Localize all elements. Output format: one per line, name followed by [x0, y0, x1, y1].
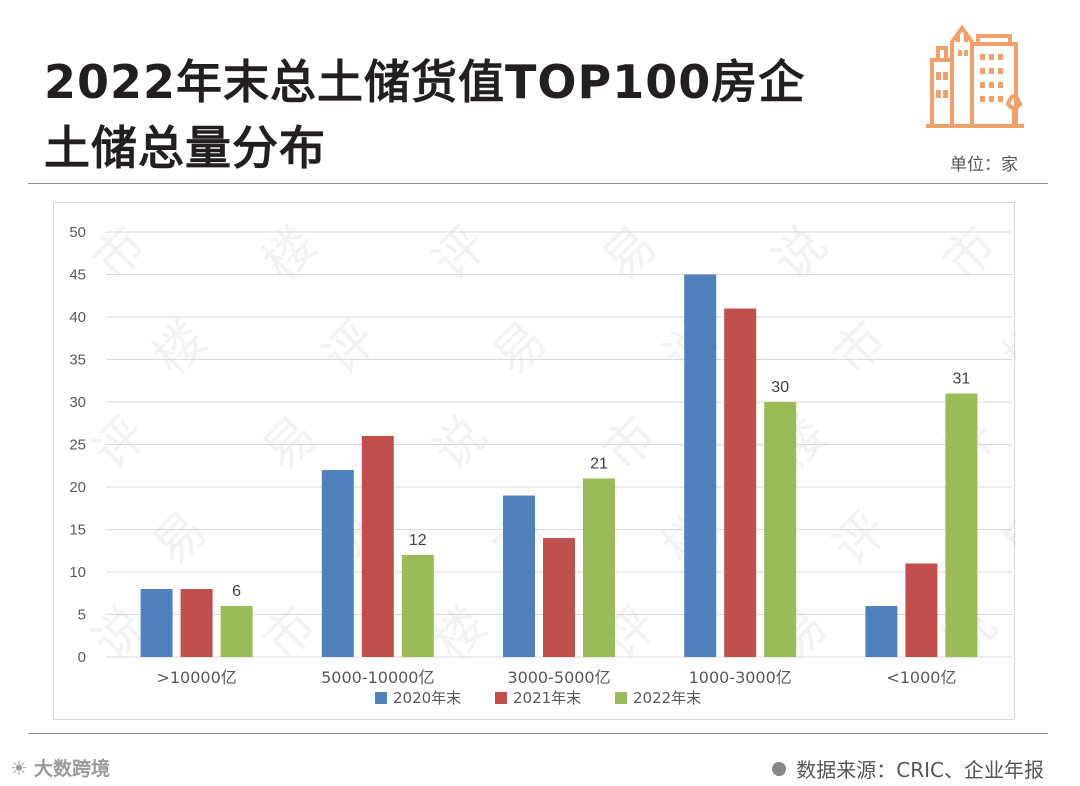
bar-2021年末	[180, 589, 213, 657]
y-tick-label: 30	[69, 394, 86, 411]
y-tick-label: 20	[69, 479, 86, 496]
x-tick-label: <1000亿	[886, 668, 956, 687]
legend-label: 2022年末	[633, 689, 701, 707]
bar-2022年末	[764, 402, 797, 657]
legend-swatch	[375, 692, 387, 704]
y-tick-label: 10	[69, 564, 86, 581]
bar-2022年末	[583, 478, 615, 657]
watermark-text: 评	[821, 500, 897, 576]
bar-2022年末	[945, 393, 978, 657]
watermark-text: 评	[81, 405, 157, 481]
data-label: 21	[590, 456, 608, 473]
bar-2020年末	[503, 495, 535, 657]
page-title-line-1: 2022年末总土储货值TOP100房企	[44, 55, 806, 109]
bar-chart: 市楼评易说市楼评易说市楼评易说市楼评易说市楼评易说市楼评易说0510152025…	[69, 215, 1016, 707]
chart-frame: 市楼评易说市楼评易说市楼评易说市楼评易说市楼评易说市楼评易说0510152025…	[53, 202, 1016, 720]
bar-2021年末	[361, 436, 394, 657]
bullet-dot	[772, 761, 787, 776]
watermark-text: 市	[931, 215, 1007, 291]
data-label: 31	[953, 371, 971, 388]
watermark-text: 楼	[141, 310, 217, 386]
legend-label: 2020年末	[393, 689, 461, 707]
data-label: 6	[232, 583, 241, 600]
legend-swatch	[615, 692, 627, 704]
y-tick-label: 45	[69, 267, 86, 284]
x-tick-label: 5000-10000亿	[321, 668, 434, 687]
watermark-text: 易	[141, 500, 217, 576]
data-label: 12	[409, 532, 427, 549]
unit-label: 单位：家	[950, 155, 1018, 175]
bar-2020年末	[865, 606, 898, 657]
watermark-text: 楼	[251, 215, 327, 291]
y-tick-label: 15	[69, 522, 86, 539]
y-tick-label: 40	[69, 309, 86, 326]
legend-label: 2021年末	[513, 689, 581, 707]
source-note: 数据来源：CRIC、企业年报	[772, 754, 1044, 783]
x-tick-label: >10000亿	[156, 668, 236, 687]
y-tick-label: 25	[69, 437, 86, 454]
y-tick-label: 50	[69, 224, 86, 241]
x-tick-label: 1000-3000亿	[689, 668, 792, 687]
watermark-text: 楼	[991, 310, 1016, 386]
y-tick-label: 0	[78, 649, 86, 666]
watermark-text: 易	[991, 500, 1016, 576]
watermark-text: 易	[251, 405, 327, 481]
bar-2020年末	[321, 470, 354, 657]
bar-2021年末	[905, 563, 938, 657]
y-tick-label: 5	[78, 607, 86, 624]
legend-swatch	[495, 692, 507, 704]
watermark-text: 说	[421, 405, 497, 481]
brand-watermark: ☀ 大数跨境	[10, 754, 110, 781]
bar-2022年末	[220, 606, 253, 657]
y-tick-label: 35	[69, 352, 86, 369]
building-icon	[926, 24, 1024, 128]
watermark-text: 评	[311, 310, 387, 386]
bar-2022年末	[401, 555, 434, 657]
header-divider	[28, 183, 1048, 184]
x-tick-label: 3000-5000亿	[507, 668, 610, 687]
watermark-text: 市	[81, 215, 157, 291]
watermark-text: 易	[481, 310, 557, 386]
bar-2021年末	[724, 308, 757, 657]
watermark-text: 评	[421, 215, 497, 291]
bar-2021年末	[543, 538, 575, 657]
watermark-text: 市	[821, 310, 897, 386]
watermark-text: 说	[761, 215, 837, 291]
watermark-text: 易	[591, 215, 667, 291]
bar-2020年末	[684, 274, 717, 657]
weibo-icon: ☀	[10, 755, 28, 780]
footer-divider	[28, 733, 1048, 734]
watermark-text: 市	[251, 595, 327, 671]
data-label: 30	[771, 379, 789, 396]
brand-label: 大数跨境	[33, 758, 110, 780]
page-title-line-2: 土储总量分布	[44, 121, 326, 175]
bar-2020年末	[140, 589, 173, 657]
source-text: 数据来源：CRIC、企业年报	[796, 758, 1044, 782]
